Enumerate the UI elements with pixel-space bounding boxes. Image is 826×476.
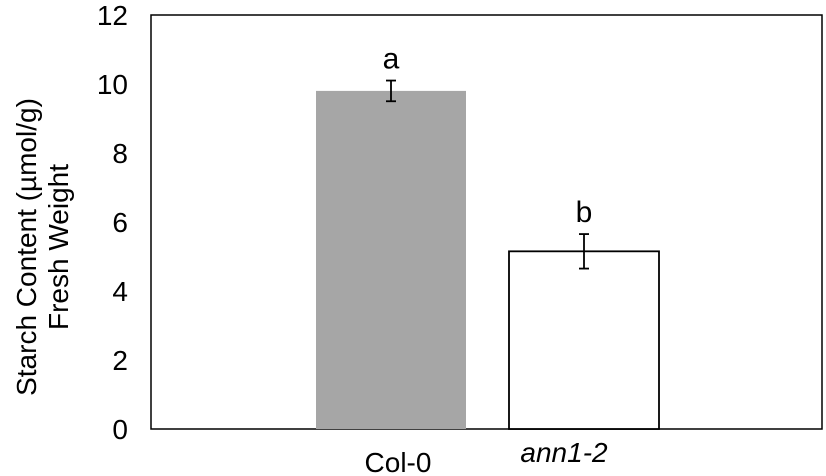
- y-tick-label: 6: [112, 207, 128, 238]
- error-bar-col-0: [386, 79, 396, 103]
- bar-col-0: [316, 90, 466, 430]
- error-bar-ann1-2: [579, 233, 589, 270]
- x-category-label-ann1-2: ann1-2: [520, 437, 608, 468]
- y-tick-label: 4: [112, 276, 128, 307]
- significance-label-ann1-2: b: [576, 196, 593, 229]
- y-tick-label: 10: [97, 69, 128, 100]
- significance-labels-group: ab: [383, 43, 593, 230]
- error-bars-group: [386, 79, 589, 270]
- y-tick-label: 8: [112, 138, 128, 169]
- y-axis-tick-labels: 0 2 4 6 8 10 12: [97, 0, 128, 445]
- y-axis-title-line-2: Fresh Weight: [43, 164, 74, 330]
- bars-group: [316, 90, 660, 430]
- y-tick-label: 12: [97, 0, 128, 31]
- y-tick-label: 0: [112, 414, 128, 445]
- y-axis-title-line-1: Starch Content (µmol/g): [11, 98, 42, 396]
- bar-ann1-2: [508, 250, 660, 430]
- y-axis-title: Starch Content (µmol/g) Fresh Weight: [11, 98, 74, 396]
- y-tick-label: 2: [112, 345, 128, 376]
- x-axis-category-labels: Col-0 ann1-2: [365, 437, 608, 476]
- plot-area-frame: [150, 14, 823, 430]
- x-category-label-col-0: Col-0: [365, 447, 432, 476]
- significance-label-col-0: a: [383, 43, 400, 76]
